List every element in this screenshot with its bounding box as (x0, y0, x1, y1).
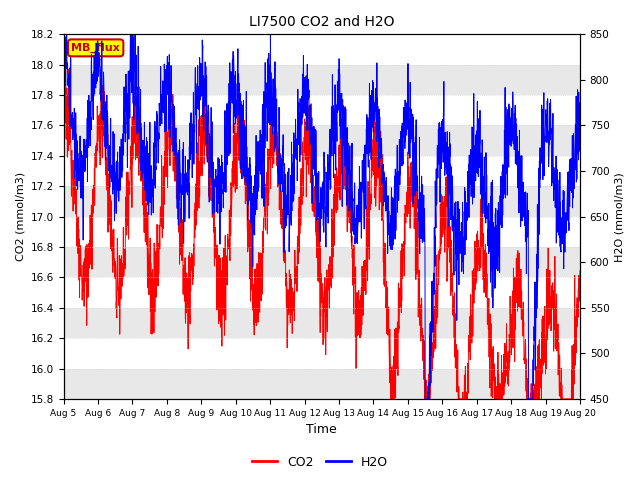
Bar (63, 65, 580, 95)
Y-axis label: H2O (mmol/m3): H2O (mmol/m3) (615, 172, 625, 262)
X-axis label: Time: Time (307, 423, 337, 436)
Text: MB_flux: MB_flux (71, 43, 120, 53)
Bar (63, 369, 580, 399)
Bar (63, 186, 580, 216)
Bar (63, 125, 580, 156)
Legend: CO2, H2O: CO2, H2O (247, 451, 393, 474)
Y-axis label: CO2 (mmol/m3): CO2 (mmol/m3) (15, 172, 25, 261)
Title: LI7500 CO2 and H2O: LI7500 CO2 and H2O (249, 15, 394, 29)
Bar (63, 308, 580, 338)
Bar (63, 247, 580, 277)
